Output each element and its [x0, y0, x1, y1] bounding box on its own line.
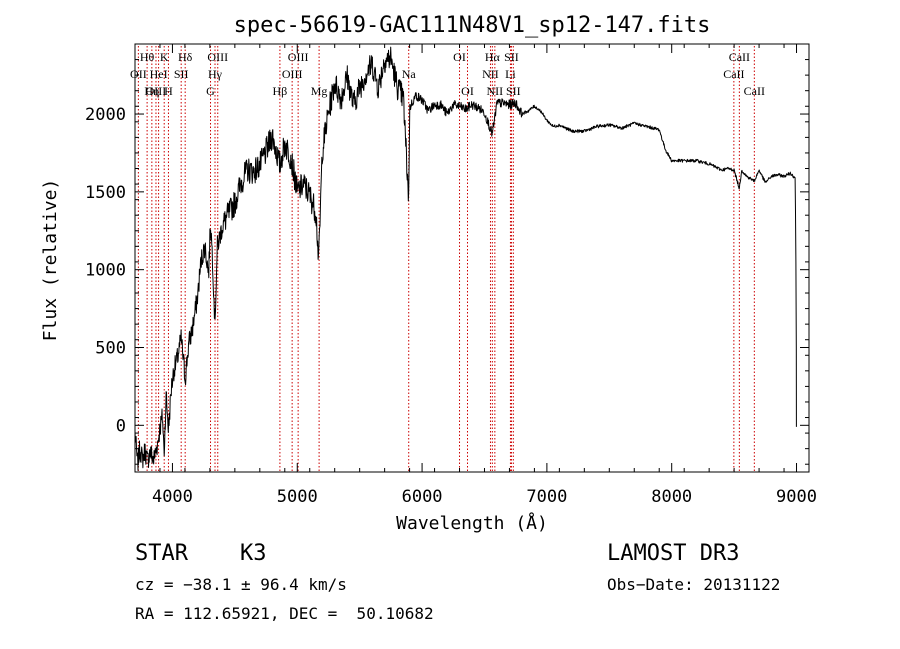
x-axis-label: Wavelength (Å) [396, 512, 548, 534]
spectral-line-label: SII [504, 50, 519, 64]
spectral-line-label: K [160, 50, 169, 64]
spectral-line-label: OI [453, 50, 466, 64]
spectral-line-label: Hα [485, 50, 501, 64]
x-tick-label: 4000 [152, 487, 193, 507]
axis-ticks [134, 44, 810, 472]
spectral-line-label: H [164, 84, 173, 98]
spectral-line-label: NII [482, 67, 499, 81]
survey-label: LAMOST DR3 [607, 541, 739, 566]
spectral-line-label: CaII [729, 50, 750, 64]
redshift-velocity: cz = −38.1 ± 96.4 km/s [135, 575, 347, 594]
spectral-line-label: Mg [311, 84, 328, 98]
y-tick-label: 1000 [85, 261, 126, 281]
spectral-line-label: OIII [282, 67, 303, 81]
spectral-line-label: Hδ [178, 50, 193, 64]
y-tick-label: 500 [95, 338, 126, 358]
spectral-line-label: OIII [288, 50, 309, 64]
spectral-line-label: Hγ [208, 67, 223, 81]
y-axis-label: Flux (relative) [40, 179, 61, 342]
spectral-line-label: OII [130, 67, 147, 81]
x-tick-label: 9000 [776, 487, 817, 507]
spectral-line-label: Hβ [273, 84, 288, 98]
y-tick-label: 0 [116, 416, 126, 436]
x-tick-label: 7000 [526, 487, 567, 507]
subclass-label: K3 [240, 541, 267, 566]
spectral-line-label: Hθ [140, 50, 155, 64]
spectral-line-label: Na [402, 67, 417, 81]
x-tick-label: 6000 [402, 487, 443, 507]
axis-tick-labels: 4000 5000 6000 7000 8000 9000 0 500 1000 1500 2000 [85, 105, 817, 507]
spectral-line-label: OIII [207, 50, 228, 64]
spectral-line-label: SII [506, 84, 521, 98]
x-tick-label: 8000 [651, 487, 692, 507]
spectral-line-label: OI [461, 84, 474, 98]
spectral-line-label: HeI [150, 67, 168, 81]
y-tick-label: 1500 [85, 183, 126, 203]
spectral-line-label: OIII [146, 84, 167, 98]
spectral-line-markers [137, 46, 755, 472]
spectral-line-label: Hη [144, 84, 159, 98]
spectral-line-label: NII [487, 84, 504, 98]
spectral-line-label: CaII [744, 84, 765, 98]
coordinates: RA = 112.65921, DEC = 50.10682 [135, 604, 434, 623]
object-class-label: STAR [135, 541, 189, 566]
x-tick-label: 5000 [277, 487, 318, 507]
observation-date: Obs−Date: 20131122 [607, 575, 780, 594]
spectral-line-label: Li [505, 67, 516, 81]
spectral-line-label: SII [174, 67, 189, 81]
plot-frame [134, 43, 810, 473]
spectrum-flux-line [134, 46, 797, 471]
y-tick-label: 2000 [85, 105, 126, 125]
chart-title: spec-56619-GAC111N48V1_sp12-147.fits [234, 13, 711, 38]
series-layer [134, 46, 797, 471]
spectral-line-label: G [206, 84, 215, 98]
spectral-line-label: CaII [723, 67, 744, 81]
